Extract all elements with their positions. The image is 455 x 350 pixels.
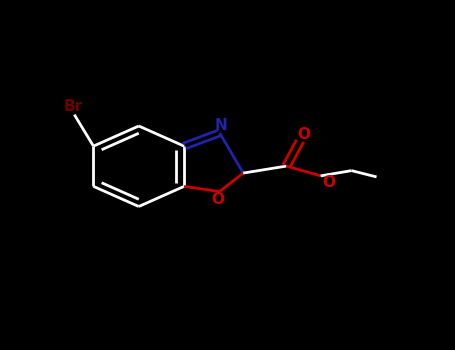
Text: N: N: [215, 118, 228, 133]
Text: O: O: [322, 175, 335, 190]
Text: O: O: [211, 192, 224, 207]
Text: O: O: [297, 127, 310, 142]
Text: Br: Br: [64, 99, 83, 114]
